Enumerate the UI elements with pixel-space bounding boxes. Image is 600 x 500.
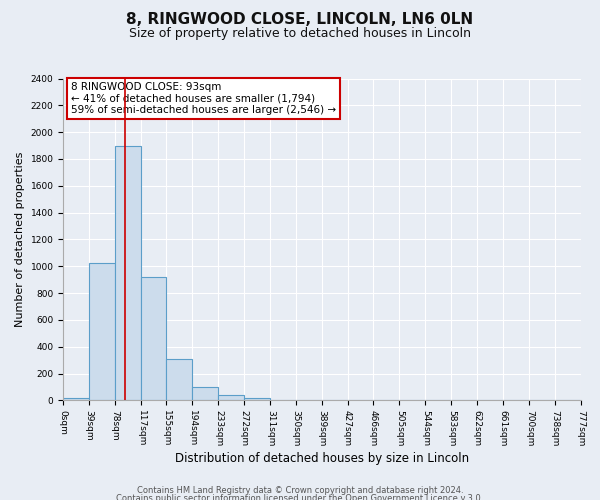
Text: 8, RINGWOOD CLOSE, LINCOLN, LN6 0LN: 8, RINGWOOD CLOSE, LINCOLN, LN6 0LN bbox=[127, 12, 473, 28]
Text: 8 RINGWOOD CLOSE: 93sqm
← 41% of detached houses are smaller (1,794)
59% of semi: 8 RINGWOOD CLOSE: 93sqm ← 41% of detache… bbox=[71, 82, 336, 115]
X-axis label: Distribution of detached houses by size in Lincoln: Distribution of detached houses by size … bbox=[175, 452, 469, 465]
Text: Size of property relative to detached houses in Lincoln: Size of property relative to detached ho… bbox=[129, 28, 471, 40]
Bar bbox=[218, 395, 244, 400]
Text: Contains HM Land Registry data © Crown copyright and database right 2024.: Contains HM Land Registry data © Crown c… bbox=[137, 486, 463, 495]
Bar bbox=[166, 359, 193, 401]
Bar bbox=[115, 146, 141, 400]
Text: Contains public sector information licensed under the Open Government Licence v.: Contains public sector information licen… bbox=[116, 494, 484, 500]
Bar bbox=[63, 398, 89, 400]
Bar bbox=[141, 277, 166, 400]
Bar bbox=[244, 398, 270, 400]
Bar bbox=[89, 263, 115, 400]
Y-axis label: Number of detached properties: Number of detached properties bbox=[15, 152, 25, 327]
Bar bbox=[193, 387, 218, 400]
